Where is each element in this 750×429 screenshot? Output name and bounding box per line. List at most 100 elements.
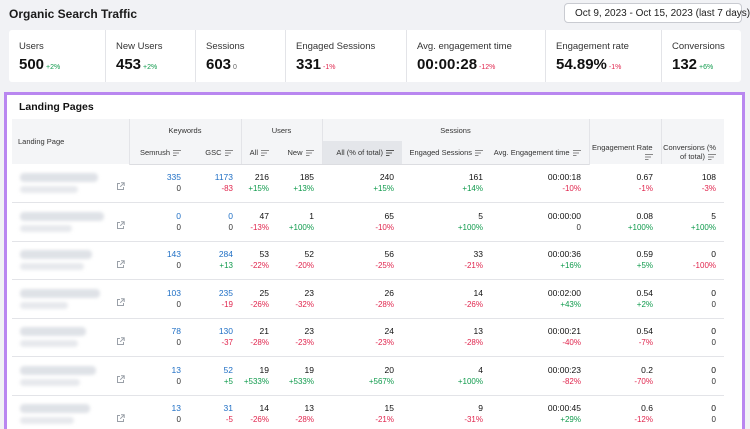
gsc-cell[interactable]: 235 -19 xyxy=(189,279,241,319)
table-row[interactable]: 335 0 1173 -83 216 +15% 185 +13% 240 +15% 161 +14% 0… xyxy=(12,164,724,203)
landing-page-cell[interactable] xyxy=(12,395,129,429)
engaged-sessions-cell: 4 +100% xyxy=(402,356,491,396)
metric-delta: +2% xyxy=(46,64,61,71)
external-link-icon[interactable] xyxy=(116,259,125,269)
gsc-cell[interactable]: 31 -5 xyxy=(189,395,241,429)
cell-value: 14 xyxy=(259,403,269,414)
avg-engagement-time-cell: 00:00:23 -82% xyxy=(491,356,589,396)
cell-value[interactable]: 78 xyxy=(171,326,181,337)
engagement-rate-cell: 0.67 -1% xyxy=(589,164,661,203)
table-row[interactable]: 0 0 0 0 47 -13% 1 +100% 65 -10% 5 +100% 00:00:00 0 0.0… xyxy=(12,202,724,242)
semrush-column-header[interactable]: Semrush xyxy=(129,141,189,165)
metric-delta: -1% xyxy=(608,64,622,71)
cell-delta: -83 xyxy=(221,184,233,194)
conversions-cell: 108 -3% xyxy=(661,164,724,203)
cell-value: 47 xyxy=(259,210,269,221)
cell-value[interactable]: 130 xyxy=(218,326,233,337)
landing-page-cell[interactable] xyxy=(12,164,129,203)
external-link-icon[interactable] xyxy=(116,221,125,230)
semrush-cell[interactable]: 335 0 xyxy=(129,164,189,203)
cell-delta: -21% xyxy=(464,261,483,271)
users-all-column-header[interactable]: All xyxy=(240,141,277,165)
semrush-cell[interactable]: 13 0 xyxy=(129,395,189,429)
sessions-all-column-header[interactable]: All (% of total) xyxy=(321,141,402,165)
table-row[interactable]: 78 0 130 -37 21 -28% 23 -23% 24 -23% 13 -28% 00:00:2… xyxy=(12,318,724,357)
gsc-column-header[interactable]: GSC xyxy=(189,141,241,165)
date-range-picker[interactable]: Oct 9, 2023 - Oct 15, 2023 (last 7 days) xyxy=(564,3,750,23)
users-all-cell: 19 +533% xyxy=(241,356,277,396)
landing-page-cell[interactable] xyxy=(12,202,129,242)
landing-page-cell[interactable] xyxy=(12,279,129,319)
cell-value: 0 xyxy=(711,364,716,375)
users-all-cell: 216 +15% xyxy=(241,164,277,203)
cell-delta: -82% xyxy=(562,376,581,386)
landing-page-cell[interactable] xyxy=(12,241,129,280)
redacted-url xyxy=(20,378,80,386)
cell-value[interactable]: 13 xyxy=(171,403,181,414)
cell-value: 25 xyxy=(259,287,269,298)
cell-delta: -70% xyxy=(634,376,653,386)
external-link-icon[interactable] xyxy=(116,182,125,191)
cell-delta: 0 xyxy=(176,299,181,309)
users-new-cell: 19 +533% xyxy=(277,356,322,396)
metric-engaged-sessions: Engaged Sessions 331 -1% xyxy=(285,30,406,82)
cell-value: 13 xyxy=(473,326,483,337)
engagement-rate-header[interactable]: Engagement Rate xyxy=(588,119,661,164)
semrush-cell[interactable]: 13 0 xyxy=(129,356,189,396)
cell-value: 0.59 xyxy=(636,249,653,260)
cell-value[interactable]: 335 xyxy=(166,172,181,183)
cell-value[interactable]: 1173 xyxy=(214,172,233,183)
metric-label: Sessions xyxy=(206,41,245,52)
cell-value[interactable]: 31 xyxy=(223,403,233,414)
external-link-icon[interactable] xyxy=(116,375,125,384)
cell-value[interactable]: 143 xyxy=(166,249,181,260)
users-all-cell: 14 -26% xyxy=(241,395,277,429)
external-link-icon[interactable] xyxy=(116,298,125,307)
conversions-header[interactable]: Conversions (% of total) xyxy=(660,119,724,164)
gsc-cell[interactable]: 130 -37 xyxy=(189,318,241,357)
engagement-rate-cell: 0.54 +2% xyxy=(589,279,661,319)
cell-value[interactable]: 284 xyxy=(218,249,233,260)
cell-delta: -7% xyxy=(638,338,653,348)
external-link-icon[interactable] xyxy=(116,413,125,423)
semrush-cell[interactable]: 143 0 xyxy=(129,241,189,280)
gsc-cell[interactable]: 1173 -83 xyxy=(189,164,241,203)
page-title: Organic Search Traffic xyxy=(9,7,138,21)
cell-delta: -1% xyxy=(638,184,653,193)
cell-delta: +5% xyxy=(636,261,653,271)
table-row[interactable]: 103 0 235 -19 25 -26% 23 -32% 26 -28% 14 -26% 00:02:… xyxy=(12,279,724,319)
gsc-cell[interactable]: 284 +13 xyxy=(189,241,241,280)
cell-value: 26 xyxy=(384,287,394,298)
metric-delta: -1% xyxy=(323,64,336,71)
cell-value: 20 xyxy=(384,364,394,375)
external-link-icon[interactable] xyxy=(116,336,125,346)
cell-value[interactable]: 0 xyxy=(228,210,233,221)
cell-delta: -23% xyxy=(375,338,394,348)
sessions-group-header: Sessions xyxy=(321,119,589,141)
table-row[interactable]: 143 0 284 +13 53 -22% 52 -20% 56 -25% 33 -21% 00:00:… xyxy=(12,241,724,280)
users-new-column-header[interactable]: New xyxy=(277,141,322,165)
landing-page-cell[interactable] xyxy=(12,318,129,357)
engaged-sessions-column-header[interactable]: Engaged Sessions xyxy=(402,141,491,165)
cell-value[interactable]: 52 xyxy=(223,364,233,375)
redacted-url xyxy=(20,404,90,414)
cell-delta: -22% xyxy=(250,261,269,271)
cell-value[interactable]: 103 xyxy=(166,287,181,298)
gsc-cell[interactable]: 52 +5 xyxy=(189,356,241,396)
table-row[interactable]: 13 0 52 +5 19 +533% 19 +533% 20 +567% 4 +100% 00:00:… xyxy=(12,356,724,396)
avg-engagement-time-column-header[interactable]: Avg. Engagement time xyxy=(491,141,589,165)
landing-page-cell[interactable] xyxy=(12,356,129,396)
users-new-cell: 52 -20% xyxy=(277,241,322,280)
cell-value[interactable]: 13 xyxy=(171,364,181,375)
cell-delta: -10% xyxy=(375,222,394,232)
redacted-url xyxy=(20,340,78,348)
cell-value[interactable]: 235 xyxy=(218,287,233,298)
cell-value[interactable]: 0 xyxy=(176,210,181,221)
sort-icon xyxy=(386,149,394,156)
semrush-cell[interactable]: 103 0 xyxy=(129,279,189,319)
sessions-all-cell: 56 -25% xyxy=(322,241,402,280)
table-row[interactable]: 13 0 31 -5 14 -26% 13 -28% 15 -21% 9 -31% 00:00:45 +2… xyxy=(12,395,724,429)
semrush-cell[interactable]: 78 0 xyxy=(129,318,189,357)
